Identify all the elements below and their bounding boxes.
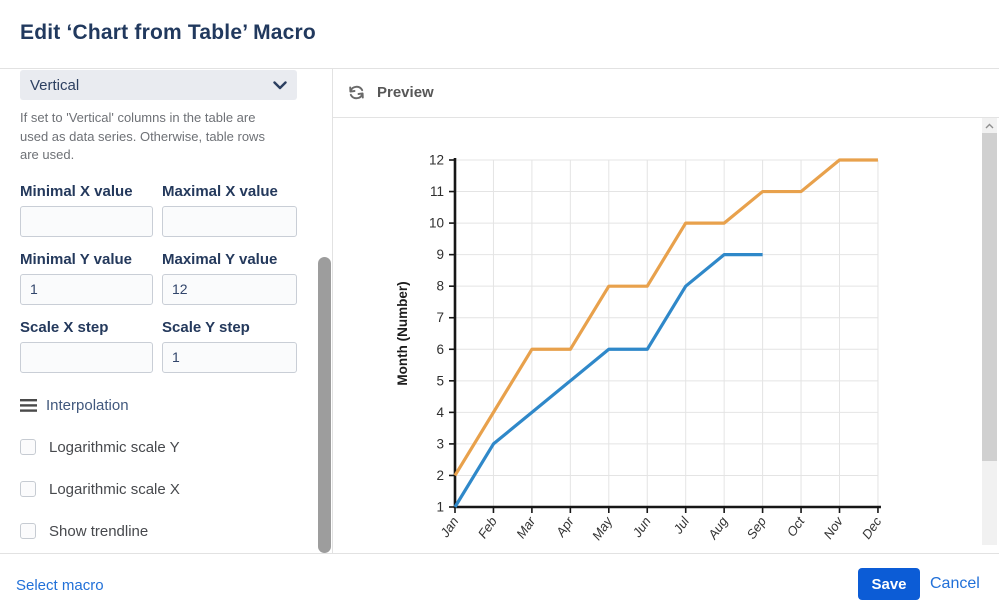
cancel-link[interactable]: Cancel: [930, 575, 980, 592]
field-maximal-x: Maximal X value: [162, 169, 297, 237]
y-tick-label: 6: [436, 342, 444, 357]
x-tick-label: Jul: [670, 513, 693, 537]
y-tick-label: 8: [436, 279, 444, 294]
value-fields-grid: Minimal X value Maximal X value Minimal …: [20, 169, 297, 373]
panel-divider: [332, 68, 333, 553]
maximal-y-input[interactable]: [162, 273, 297, 305]
interpolation-label: Interpolation: [46, 396, 129, 414]
preview-header: Preview: [333, 68, 999, 118]
header-divider: [0, 68, 999, 69]
x-tick-label: Oct: [784, 513, 809, 539]
y-tick-label: 11: [430, 184, 444, 199]
preview-chart-area: 1 2 3 4 5 6 7 8 9 10 11 12 Jan Feb Mar Apr May Jun Jul Aug S…: [333, 118, 999, 552]
log-scale-y-label: Logarithmic scale Y: [49, 438, 180, 456]
minimal-x-label: Minimal X value: [20, 182, 133, 200]
y-tick-label: 1: [436, 500, 444, 515]
y-tick-label: 3: [436, 436, 444, 451]
preview-scrollbar[interactable]: [982, 118, 997, 545]
log-scale-x-label: Logarithmic scale X: [49, 480, 180, 498]
field-minimal-y: Minimal Y value: [20, 237, 153, 305]
x-tick-label: Jun: [629, 514, 654, 541]
select-macro-link[interactable]: Select macro: [16, 577, 104, 594]
x-tick-label: Aug: [704, 513, 731, 542]
axes: [453, 158, 881, 509]
interpolation-section-toggle[interactable]: Interpolation: [20, 397, 297, 414]
field-minimal-x: Minimal X value: [20, 169, 153, 237]
orientation-select[interactable]: Vertical: [20, 70, 297, 100]
refresh-icon[interactable]: [347, 83, 366, 102]
log-scale-x-checkbox[interactable]: [20, 481, 36, 498]
x-tick-label: Dec: [859, 514, 885, 542]
y-tick-label: 12: [429, 153, 444, 168]
dialog-title: Edit ‘Chart from Table’ Macro: [20, 21, 316, 44]
maximal-x-input[interactable]: [162, 205, 297, 237]
field-maximal-y: Maximal Y value: [162, 237, 297, 305]
chevron-down-icon: [273, 80, 287, 89]
x-tick-label: Sep: [743, 514, 769, 542]
minimal-y-label: Minimal Y value: [20, 250, 132, 268]
field-scale-x-step: Scale X step: [20, 305, 153, 373]
show-trendline-row: Show trendline: [20, 523, 297, 540]
sidebar-scrollbar-thumb[interactable]: [318, 257, 331, 553]
scale-y-step-input[interactable]: [162, 341, 297, 373]
preview-panel: Preview 1 2 3 4 5 6 7 8 9 10 11 12 Jan Feb Mar Apr May Ju…: [333, 68, 999, 553]
log-scale-y-checkbox[interactable]: [20, 439, 36, 456]
minimal-y-input[interactable]: [20, 273, 153, 305]
scale-x-step-label: Scale X step: [20, 318, 109, 336]
maximal-y-label: Maximal Y value: [162, 250, 278, 268]
x-tick-label: May: [589, 513, 616, 543]
y-tick-label: 10: [429, 216, 444, 231]
x-tick-label: Feb: [475, 514, 500, 541]
y-tick-label: 7: [436, 310, 444, 325]
orange-series: [453, 158, 878, 477]
scroll-up-button[interactable]: [982, 118, 997, 133]
orientation-help-text: If set to 'Vertical' columns in the tabl…: [20, 110, 265, 163]
y-axis-title: Month (Number): [395, 281, 410, 385]
footer-divider: [0, 553, 999, 554]
scale-x-step-input[interactable]: [20, 341, 153, 373]
preview-scrollbar-thumb[interactable]: [982, 133, 997, 461]
dialog-footer: Select macro Save Cancel: [0, 554, 999, 612]
x-tick-label: Jan: [437, 514, 462, 541]
macro-settings-panel: Vertical If set to 'Vertical' columns in…: [20, 70, 297, 540]
save-button[interactable]: Save: [858, 568, 920, 600]
y-tick-label: 4: [436, 405, 444, 420]
maximal-x-label: Maximal X value: [162, 182, 278, 200]
minimal-x-input[interactable]: [20, 205, 153, 237]
log-scale-x-row: Logarithmic scale X: [20, 481, 297, 498]
blue-series: [453, 253, 763, 508]
chevron-up-icon: [985, 123, 994, 128]
orientation-select-value: Vertical: [30, 76, 80, 94]
x-tick-label: Nov: [820, 513, 846, 542]
x-tick-label: Apr: [552, 514, 577, 541]
y-tick-label: 5: [436, 373, 444, 388]
hamburger-icon: [20, 398, 37, 412]
preview-title: Preview: [377, 84, 434, 101]
log-scale-y-row: Logarithmic scale Y: [20, 439, 297, 456]
scale-y-step-label: Scale Y step: [162, 318, 250, 336]
x-tick-label: Mar: [513, 514, 539, 541]
show-trendline-checkbox[interactable]: [20, 523, 36, 540]
field-scale-y-step: Scale Y step: [162, 305, 297, 373]
y-tick-label: 9: [436, 247, 444, 262]
show-trendline-label: Show trendline: [49, 522, 149, 540]
y-tick-label: 2: [436, 468, 444, 483]
